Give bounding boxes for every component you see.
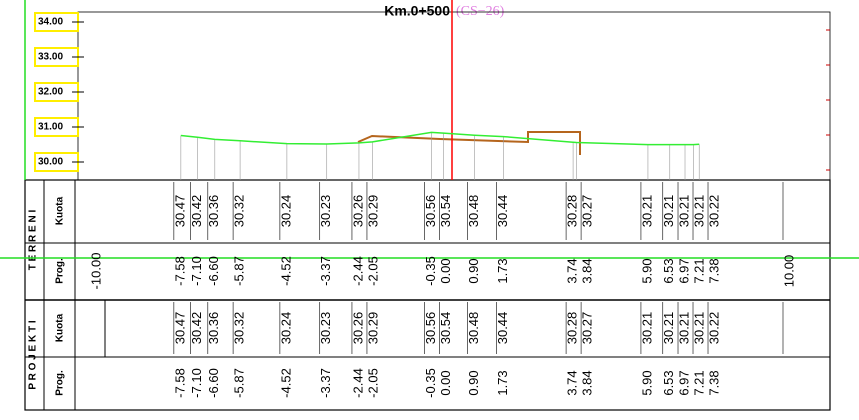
- prog-label: -2.44: [350, 368, 365, 398]
- prog-label: -10.00: [88, 253, 103, 290]
- prog-label: 6.53: [661, 370, 676, 395]
- kuota-label: 30.21: [661, 312, 676, 345]
- table-frame: [24, 179, 831, 411]
- kuota-label: 30.21: [639, 312, 654, 345]
- section-label: T E R R E N I: [28, 209, 39, 270]
- kuota-label: 30.21: [691, 195, 706, 228]
- prog-label: -4.52: [278, 368, 293, 398]
- section-label: P R O J E K T I: [28, 320, 39, 389]
- title: Km.0+500: [384, 3, 450, 19]
- prog-label: 7.38: [706, 370, 721, 395]
- kuota-label: 30.27: [580, 195, 595, 228]
- kuota-label: 30.21: [691, 312, 706, 345]
- prog-label: 10.00: [781, 255, 796, 288]
- kuota-label: 30.56: [423, 195, 438, 228]
- row-label: Kuota: [55, 196, 66, 225]
- row-label: Prog.: [55, 370, 66, 396]
- prog-label: 5.90: [639, 258, 654, 283]
- kuota-label: 30.29: [365, 312, 380, 345]
- kuota-label: 30.22: [706, 195, 721, 228]
- y-tick-label: 30.00: [38, 157, 63, 168]
- plot-frame: [77, 11, 831, 181]
- prog-label: -4.52: [278, 256, 293, 286]
- prog-label: -5.87: [232, 368, 247, 398]
- prog-label: 0.00: [438, 370, 453, 395]
- prog-label: 6.97: [676, 258, 691, 283]
- prog-label: 7.21: [691, 258, 706, 283]
- prog-label: -7.58: [172, 368, 187, 398]
- prog-label: 6.53: [661, 258, 676, 283]
- y-tick-label: 34.00: [38, 17, 63, 28]
- y-tick-label: 31.00: [38, 122, 63, 133]
- prog-label: -2.05: [365, 256, 380, 286]
- prog-label: 3.84: [580, 258, 595, 283]
- kuota-label: 30.21: [676, 195, 691, 228]
- kuota-label: 30.32: [232, 195, 247, 228]
- kuota-label: 30.32: [232, 312, 247, 345]
- prog-label: 0.90: [466, 258, 481, 283]
- kuota-label: 30.28: [565, 312, 580, 345]
- kuota-label: 30.28: [565, 195, 580, 228]
- prog-label: -2.05: [365, 368, 380, 398]
- kuota-label: 30.42: [189, 195, 204, 228]
- prog-label: -5.87: [232, 256, 247, 286]
- prog-label: -2.44: [350, 256, 365, 286]
- kuota-label: 30.26: [350, 195, 365, 228]
- terrain-profile: [180, 131, 700, 146]
- kuota-label: 30.42: [189, 312, 204, 345]
- prog-label: 5.90: [639, 370, 654, 395]
- kuota-label: 30.29: [365, 195, 380, 228]
- prog-label: -3.37: [318, 256, 333, 286]
- kuota-label: 30.24: [278, 312, 293, 345]
- kuota-label: 30.47: [172, 195, 187, 228]
- prog-label: 7.38: [706, 258, 721, 283]
- prog-label: 3.74: [565, 258, 580, 283]
- kuota-label: 30.47: [172, 312, 187, 345]
- y-tick-label: 33.00: [38, 52, 63, 63]
- kuota-label: 30.21: [639, 195, 654, 228]
- kuota-label: 30.21: [661, 195, 676, 228]
- prog-label: 7.21: [691, 370, 706, 395]
- kuota-label: 30.26: [350, 312, 365, 345]
- kuota-label: 30.56: [423, 312, 438, 345]
- prog-label: -6.60: [206, 256, 221, 286]
- kuota-label: 30.23: [318, 195, 333, 228]
- row-label: Prog.: [55, 258, 66, 284]
- prog-label: 1.73: [495, 370, 510, 395]
- kuota-label: 30.23: [318, 312, 333, 345]
- design-profile: [357, 131, 581, 155]
- prog-label: 0.90: [466, 370, 481, 395]
- prog-label: 1.73: [495, 258, 510, 283]
- row-label: Kuota: [55, 313, 66, 342]
- kuota-label: 30.36: [206, 195, 221, 228]
- kuota-label: 30.48: [466, 195, 481, 228]
- prog-label: 3.74: [565, 370, 580, 395]
- kuota-label: 30.36: [206, 312, 221, 345]
- prog-label: -7.58: [172, 256, 187, 286]
- prog-label: 0.00: [438, 258, 453, 283]
- kuota-label: 30.27: [580, 312, 595, 345]
- prog-label: 3.84: [580, 370, 595, 395]
- kuota-label: 30.44: [495, 312, 510, 345]
- prog-label: -0.35: [423, 256, 438, 286]
- kuota-label: 30.54: [438, 195, 453, 228]
- kuota-label: 30.22: [706, 312, 721, 345]
- prog-label: -6.60: [206, 368, 221, 398]
- kuota-label: 30.48: [466, 312, 481, 345]
- prog-label: -3.37: [318, 368, 333, 398]
- prog-label: -0.35: [423, 368, 438, 398]
- kuota-label: 30.54: [438, 312, 453, 345]
- kuota-label: 30.24: [278, 195, 293, 228]
- prog-label: -7.10: [189, 368, 204, 398]
- kuota-label: 30.21: [676, 312, 691, 345]
- prog-label: 6.97: [676, 370, 691, 395]
- kuota-label: 30.44: [495, 195, 510, 228]
- prog-label: -7.10: [189, 256, 204, 286]
- y-tick-label: 32.00: [38, 87, 63, 98]
